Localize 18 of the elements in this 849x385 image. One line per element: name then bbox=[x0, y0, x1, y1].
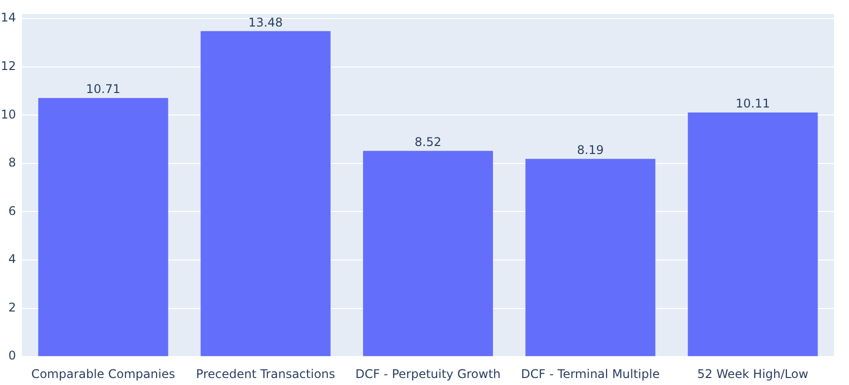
data-label: 13.48 bbox=[248, 15, 283, 30]
y-tick-label: 14 bbox=[0, 10, 16, 25]
x-tick-label: Precedent Transactions bbox=[196, 366, 336, 381]
x-tick-label: DCF - Terminal Multiple bbox=[521, 366, 660, 381]
y-tick-label: 8 bbox=[8, 156, 16, 170]
x-tick-label: DCF - Perpetuity Growth bbox=[355, 366, 501, 381]
y-tick-label: 2 bbox=[8, 300, 16, 314]
y-tick-label: 12 bbox=[0, 59, 16, 73]
y-tick-label: 10 bbox=[0, 107, 16, 122]
data-label: 10.11 bbox=[736, 96, 770, 111]
x-tick-label: 52 Week High/Low bbox=[697, 366, 808, 381]
data-label: 10.71 bbox=[86, 82, 120, 96]
x-tick-label: Comparable Companies bbox=[31, 366, 176, 381]
y-tick-label: 0 bbox=[8, 348, 16, 363]
y-tick-label: 4 bbox=[8, 252, 16, 266]
data-label: 8.19 bbox=[577, 142, 604, 157]
y-tick-label: 6 bbox=[8, 204, 16, 218]
data-label: 8.52 bbox=[414, 135, 442, 150]
